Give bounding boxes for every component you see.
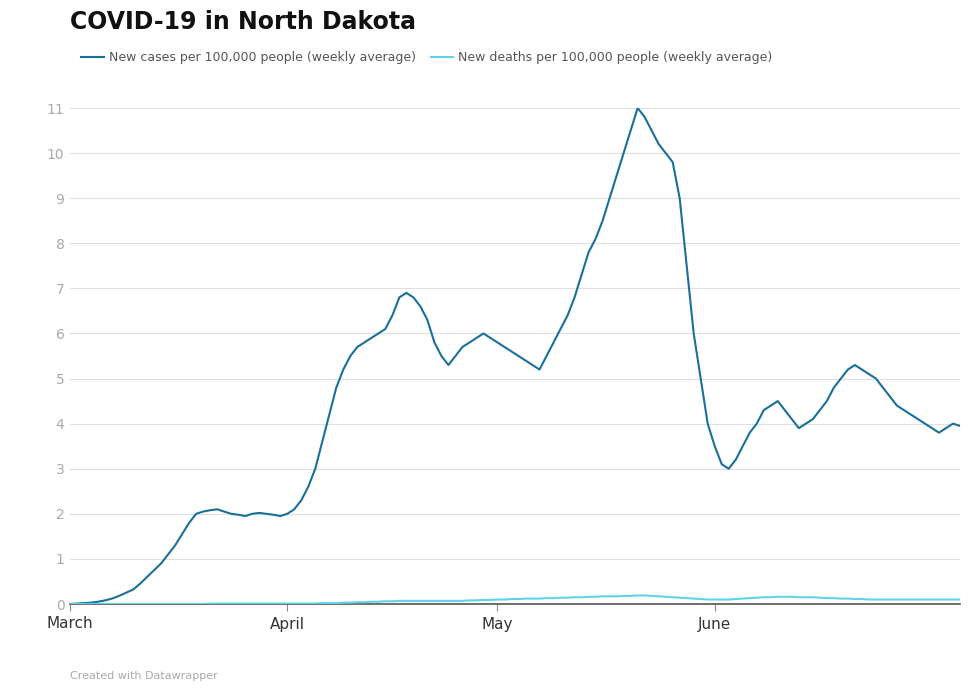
Legend: New cases per 100,000 people (weekly average), New deaths per 100,000 people (we: New cases per 100,000 people (weekly ave… (76, 46, 777, 69)
Text: COVID-19 in North Dakota: COVID-19 in North Dakota (70, 10, 416, 34)
Text: Created with Datawrapper: Created with Datawrapper (70, 671, 218, 681)
